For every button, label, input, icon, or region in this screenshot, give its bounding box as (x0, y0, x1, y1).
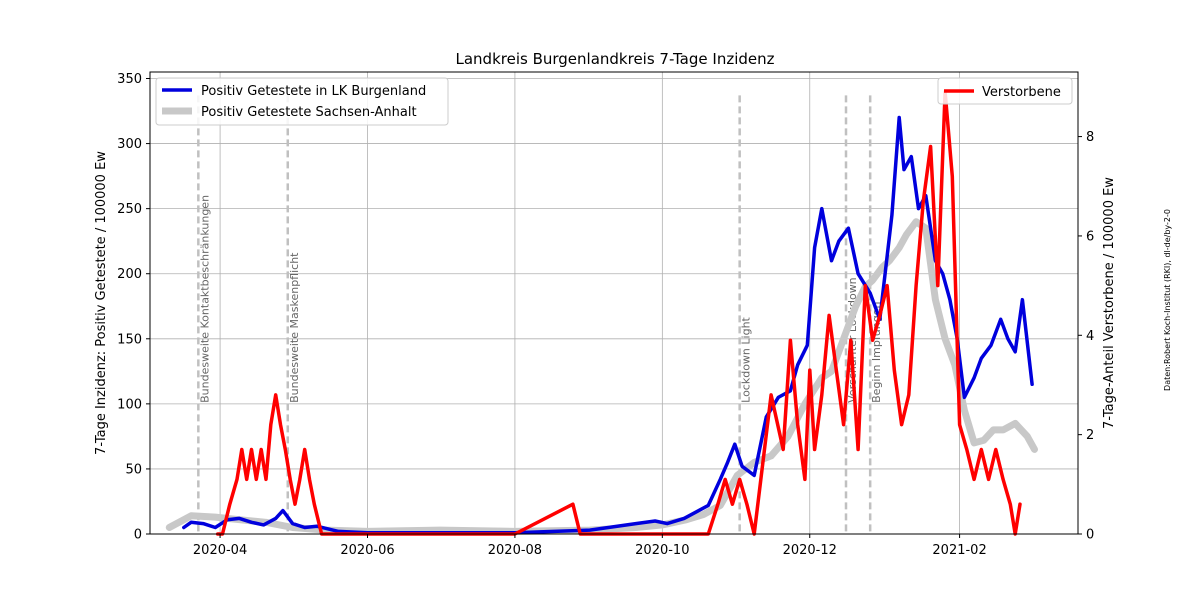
y-right-tick-label: 6 (1086, 229, 1094, 244)
y-left-tick-label: 250 (117, 202, 142, 217)
legend-entry-0: Positiv Getestete in LK Burgenland (201, 84, 426, 99)
x-tick-label: 2020-08 (488, 543, 542, 558)
event-label: Beginn Impfungen (870, 302, 883, 403)
y-left-tick-label: 0 (134, 528, 142, 543)
x-tick-label: 2021-02 (932, 543, 986, 558)
x-tick-label: 2020-04 (193, 543, 247, 558)
x-tick-label: 2020-06 (340, 543, 394, 558)
y-left-tick-label: 350 (117, 72, 142, 87)
y-right-tick-label: 0 (1086, 528, 1094, 543)
series-line-2 (215, 90, 1022, 536)
x-axis: 2020-04 2020-06 2020-08 2020-10 2020-12 2021-… (193, 534, 987, 558)
y-right-tick-label: 4 (1086, 329, 1094, 344)
y-axis-left: 0 50 100 150 200 250 300 350 (117, 72, 150, 543)
legend-left: Positiv Getestete in LK Burgenland Positi… (155, 77, 449, 126)
chart-title: Landkreis Burgenlandkreis 7-Tage Inziden… (456, 50, 775, 68)
data-credit: Daten:Robert Koch-Institut (RKI), dl-de/… (1163, 209, 1172, 391)
series-line-0 (182, 115, 1034, 535)
y-left-tick-label: 200 (117, 267, 142, 282)
x-tick-label: 2020-10 (635, 543, 689, 558)
event-label: Lockdown Light (740, 316, 753, 402)
legend-entry-2: Verstorbene (982, 85, 1061, 100)
y-axis-left-label: 7-Tage Inzidenz: Positiv Getestete / 100… (94, 151, 109, 455)
y-axis-right-label: 7-Tage-Anteil Verstorbene / 100000 Ew (1102, 177, 1117, 429)
y-right-tick-label: 2 (1086, 428, 1094, 443)
legend-right: Verstorbene (937, 77, 1073, 105)
event-label: Bundesweite Maskenpflicht (288, 252, 301, 403)
legend-entry-1: Positiv Getestete Sachsen-Anhalt (201, 105, 417, 120)
legend-right-box (937, 77, 1073, 105)
y-axis-right: 0 2 4 6 8 (1078, 130, 1094, 543)
x-tick-label: 2020-12 (783, 543, 837, 558)
y-left-tick-label: 100 (117, 397, 142, 412)
event-label: Bundesweite Kontaktbeschränkungen (198, 195, 211, 403)
y-right-tick-label: 8 (1086, 130, 1094, 145)
series-layer (165, 90, 1038, 536)
y-left-tick-label: 150 (117, 332, 142, 347)
y-left-tick-label: 300 (117, 137, 142, 152)
y-left-tick-label: 50 (125, 462, 142, 477)
plot-frame (149, 71, 1079, 535)
legend-left-box (155, 77, 449, 126)
